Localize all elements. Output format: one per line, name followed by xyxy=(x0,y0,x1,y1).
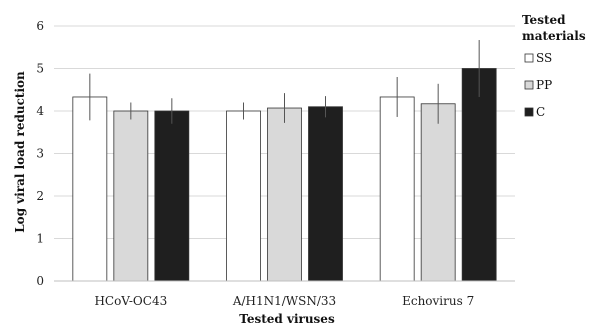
y-tick-label: 4 xyxy=(36,104,44,118)
legend: Tested materials SS PP C xyxy=(522,13,586,119)
legend-title-line-2: materials xyxy=(522,29,586,43)
bar-c xyxy=(308,106,343,282)
y-tick-label: 1 xyxy=(36,232,44,246)
axes: 0 1 2 3 4 5 6 HCoV-OC43 A/H1N1/WSN/33 Echovirus 7 xyxy=(36,19,515,308)
x-tick-label: HCoV-OC43 xyxy=(94,294,167,308)
x-tick-label: A/H1N1/WSN/33 xyxy=(232,294,336,308)
legend-swatch-c xyxy=(524,107,534,117)
legend-label-pp: PP xyxy=(536,78,552,92)
y-tick-label: 3 xyxy=(36,147,44,161)
bar-c xyxy=(461,68,497,282)
legend-items: SS PP C xyxy=(524,51,552,119)
bar-pp xyxy=(420,103,456,282)
legend-swatch-ss xyxy=(524,53,534,63)
error-bars xyxy=(89,40,480,124)
y-tick-label: 0 xyxy=(36,274,44,288)
legend-title-line-1: Tested xyxy=(522,13,566,27)
legend-label-ss: SS xyxy=(536,51,552,65)
bar-ss xyxy=(379,96,415,282)
bar-pp xyxy=(267,107,302,282)
legend-swatch-pp xyxy=(524,80,534,90)
y-tick-label: 2 xyxy=(36,189,44,203)
bar-ss xyxy=(72,96,108,282)
bar-ss xyxy=(226,110,261,282)
x-axis-title: Tested viruses xyxy=(239,312,335,326)
y-axis-title: Log viral load reduction xyxy=(13,71,27,233)
bar-pp xyxy=(113,110,149,282)
y-tick-label: 5 xyxy=(36,62,44,76)
legend-label-c: C xyxy=(536,105,545,119)
bar-c xyxy=(154,110,190,282)
x-tick-label: Echovirus 7 xyxy=(402,294,474,308)
y-tick-label: 6 xyxy=(36,19,44,33)
